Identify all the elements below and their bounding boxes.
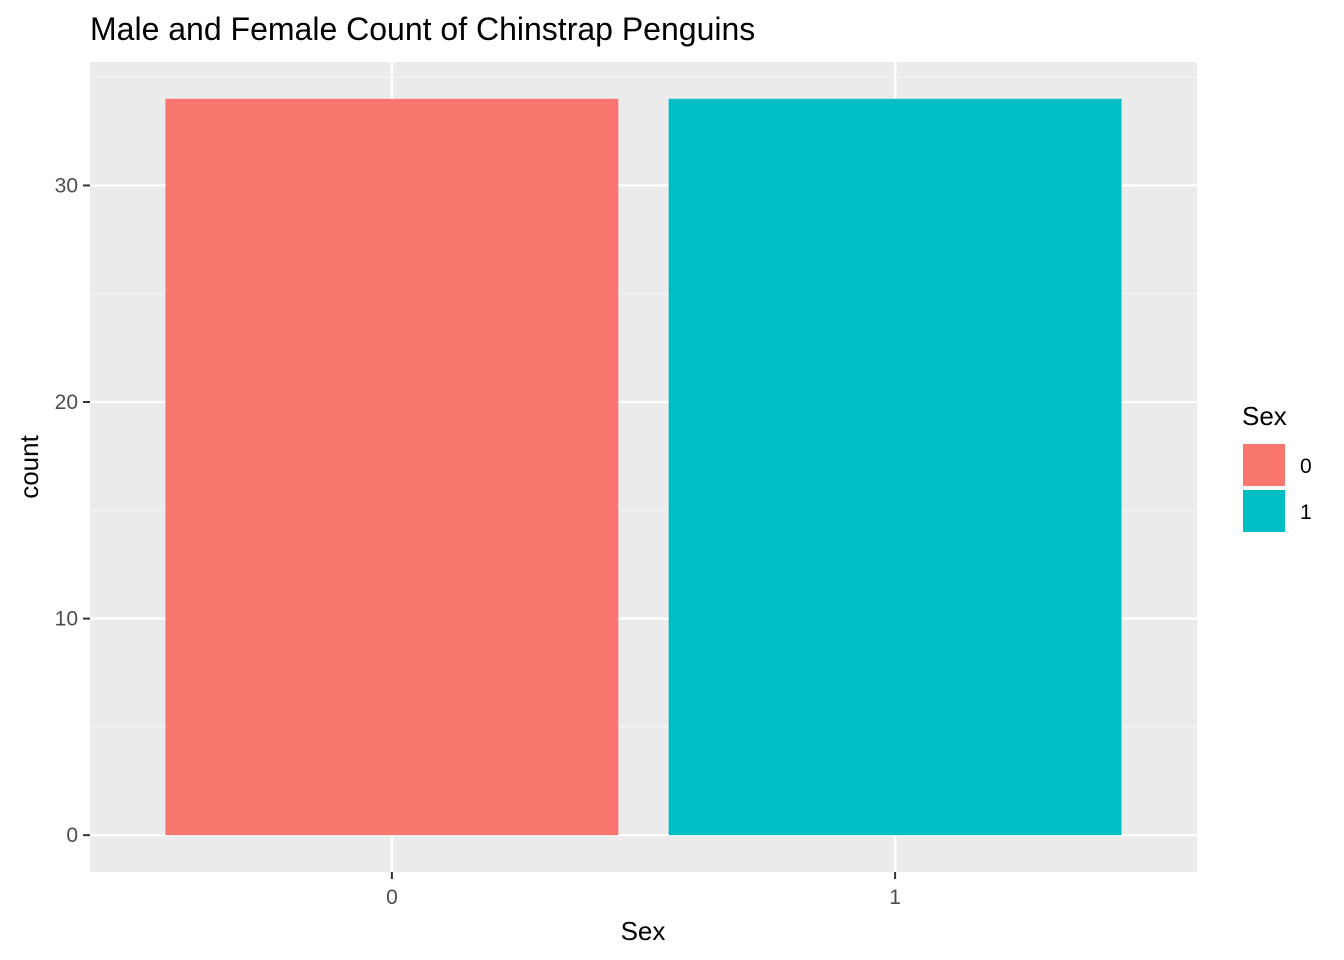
legend-items: 01 [1242, 443, 1312, 533]
legend-swatch-1 [1243, 490, 1285, 532]
legend: Sex 01 [1242, 401, 1312, 533]
y-axis-ticks: 0 10 20 30 [55, 174, 90, 847]
bars-group [165, 98, 1122, 836]
legend-title: Sex [1242, 401, 1287, 431]
y-axis-title: count [14, 434, 44, 498]
legend-label-1: 1 [1300, 501, 1312, 524]
x-tick-label: 1 [889, 886, 901, 909]
x-axis-title: Sex [621, 916, 666, 946]
y-tick-label: 20 [55, 391, 78, 414]
y-tick-label: 30 [55, 174, 78, 197]
x-tick-label: 0 [386, 886, 398, 909]
legend-swatch-0 [1243, 444, 1285, 486]
bar-0 [165, 98, 619, 836]
bar-1 [668, 98, 1122, 836]
legend-label-0: 0 [1300, 455, 1312, 478]
y-tick-label: 10 [55, 608, 78, 631]
y-tick-label: 0 [66, 824, 78, 847]
chart-title: Male and Female Count of Chinstrap Pengu… [90, 11, 755, 47]
